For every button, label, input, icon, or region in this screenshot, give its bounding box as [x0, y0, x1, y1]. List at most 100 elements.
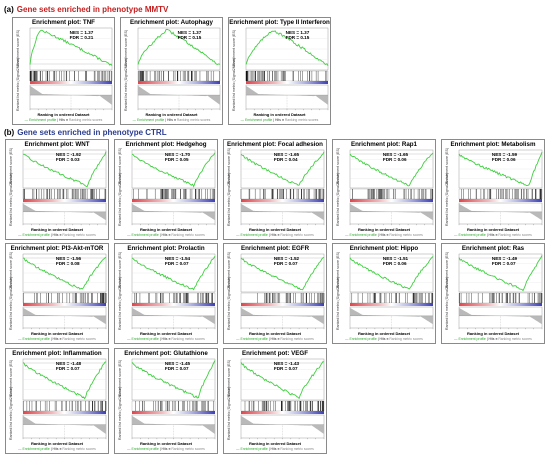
stats-box: NES = -1.65 FDR = 0.06	[383, 152, 408, 162]
metric-area	[132, 415, 215, 435]
panel-title: Enrichment plot: Metabolism	[450, 141, 536, 148]
legend-es: — Enrichment profile	[127, 233, 159, 237]
es-curve	[131, 255, 216, 291]
enrichment-plot-panel: Enrichment pot: Glutathione NES = -1.45 FD…	[114, 348, 218, 454]
metric-area	[138, 85, 220, 105]
plot-legend: — Enrichment profile | Hits ■ Ranking me…	[115, 337, 217, 341]
heat-bar	[132, 411, 215, 414]
heat-bar	[459, 303, 542, 306]
section-a-tag: (a)	[4, 5, 14, 14]
fdr-value: FDR = 0.08	[55, 261, 80, 267]
enrichment-plot-panel: Enrichment plot: Focal adhesion NES = -1.…	[223, 139, 327, 240]
legend-metric: ■ Ranking metric scores	[495, 233, 532, 237]
rank-metric-axis-label: Ranked list metric (Signal2Noise)	[124, 57, 128, 111]
fdr-value: FDR = 0.04	[273, 157, 298, 163]
legend-metric: ■ Ranking metric scores	[168, 447, 205, 451]
metric-area	[132, 307, 215, 325]
section-b-heading: (b) Gene sets enriched in phenotype CTRL	[4, 128, 167, 137]
heat-bar	[459, 199, 542, 202]
es-curve	[349, 256, 434, 290]
legend-hits: | Hits	[272, 118, 282, 122]
legend-es: — Enrichment profile	[18, 337, 50, 341]
plot-legend: — Enrichment profile | Hits ■ Ranking me…	[333, 233, 435, 237]
x-axis-label: Ranking in ordered Dataset	[139, 331, 192, 336]
legend-hits: | Hits	[49, 337, 60, 341]
fdr-value: FDR = 0.06	[382, 261, 407, 267]
legend-metric: ■ Ranking metric scores	[65, 118, 103, 122]
legend-hits: | Hits	[376, 233, 387, 237]
es-curve	[458, 255, 543, 292]
plot-canvas	[458, 149, 543, 226]
plot-legend: — Enrichment profile | Hits ■ Ranking me…	[442, 233, 544, 237]
enrichment-plot-panel: Enrichment plot: TNF NES = 1.37 FDR = 0.21…	[12, 17, 115, 125]
legend-metric: ■ Ranking metric scores	[277, 233, 314, 237]
x-axis-label: Ranking in ordered Dataset	[357, 331, 410, 336]
stats-box: NES = -1.52 FDR = 0.07	[274, 256, 299, 266]
plot-legend: — Enrichment profile | Hits ■ Ranking me…	[333, 337, 435, 341]
legend-metric: ■ Ranking metric scores	[277, 337, 314, 341]
plot-legend: — Enrichment profile | Hits ■ Ranking me…	[229, 118, 330, 122]
hits-track	[240, 292, 325, 304]
plot-canvas	[137, 27, 221, 111]
legend-metric: ■ Ranking metric scores	[277, 447, 314, 451]
section-a-heading: (a) Gene sets enriched in phenotype MMTV	[4, 5, 168, 14]
fdr-value: FDR = 0.07	[491, 261, 516, 267]
metric-area	[246, 85, 328, 105]
panel-title: Enrichment pot: Glutathione	[124, 350, 208, 357]
nes-value: NES = -1.56	[55, 256, 82, 261]
panel-title: Enrichment plot: PI3-Akt-mTOR	[10, 245, 104, 252]
legend-es: — Enrichment profile	[24, 118, 57, 122]
nes-value: NES = 1.37	[177, 30, 202, 35]
x-axis-label: Ranking in ordered Dataset	[357, 227, 410, 232]
x-axis-label: Ranking in ordered Dataset	[30, 441, 83, 446]
hits-track	[458, 292, 543, 304]
legend-hits: | Hits	[164, 118, 174, 122]
nes-value: NES = -1.92	[55, 152, 82, 157]
rank-metric-axis-label: Ranked list metric (Signal2Noise)	[445, 276, 449, 330]
rank-metric-axis-label: Ranked list metric (Signal2Noise)	[336, 276, 340, 330]
plot-legend: — Enrichment profile | Hits ■ Ranking me…	[6, 337, 108, 341]
stats-box: NES = -1.45 FDR = 0.07	[165, 361, 190, 371]
legend-hits: | Hits	[485, 233, 496, 237]
section-a-title: Gene sets enriched in phenotype MMTV	[16, 5, 169, 14]
nes-value: NES = -1.43	[273, 361, 300, 366]
plot-canvas	[22, 149, 107, 226]
legend-metric: ■ Ranking metric scores	[59, 447, 96, 451]
stats-box: NES = -1.65 FDR = 0.04	[274, 152, 299, 162]
legend-es: — Enrichment profile	[132, 118, 165, 122]
es-curve	[22, 256, 107, 290]
hits-track	[458, 188, 543, 200]
nes-value: NES = -1.51	[382, 256, 409, 261]
enrichment-plot-panel: Enrichment plot: EGFR NES = -1.52 FDR = 0.…	[223, 243, 327, 344]
stats-box: NES = -1.54 FDR = 0.07	[165, 256, 190, 266]
stats-box: NES = -1.49 FDR = 0.07	[492, 256, 517, 266]
enrichment-plot-panel: Enrichment plot: WNT NES = -1.92 FDR = 0.0…	[5, 139, 109, 240]
nes-value: NES = -1.65	[382, 152, 409, 157]
legend-hits: | Hits	[485, 337, 496, 341]
heat-bar	[30, 81, 112, 84]
legend-es: — Enrichment profile	[454, 233, 486, 237]
nes-value: NES = -1.65	[273, 152, 300, 157]
legend-es: — Enrichment profile	[454, 337, 486, 341]
nes-value: NES = -1.54	[164, 256, 191, 261]
rank-metric-axis-label: Ranked list metric (Signal2Noise)	[232, 57, 236, 111]
stats-box: NES = -1.43 FDR = 0.07	[274, 361, 299, 371]
plot-legend: — Enrichment profile | Hits ■ Ranking me…	[6, 447, 108, 451]
panel-title: Enrichment plot: Prolactin	[127, 245, 205, 252]
stats-box: NES = 1.37 FDR = 0.21	[70, 30, 94, 40]
plot-canvas	[131, 358, 216, 440]
plot-canvas	[240, 149, 325, 226]
metric-area	[241, 415, 324, 435]
stats-box: NES = 1.37 FDR = 0.15	[286, 30, 310, 40]
legend-hits: | Hits	[158, 447, 169, 451]
es-curve	[240, 257, 325, 291]
plot-legend: — Enrichment profile | Hits ■ Ranking me…	[115, 233, 217, 237]
nes-value: NES = 1.37	[285, 30, 310, 35]
plot-canvas	[349, 149, 434, 226]
nes-value: NES = -1.59	[491, 152, 518, 157]
stats-box: NES = 1.37 FDR = 0.15	[178, 30, 202, 40]
stats-box: NES = -1.56 FDR = 0.08	[56, 256, 81, 266]
legend-hits: | Hits	[49, 447, 60, 451]
x-axis-label: Ranking in ordered Dataset	[145, 112, 198, 117]
fdr-value: FDR = 0.15	[285, 35, 310, 41]
